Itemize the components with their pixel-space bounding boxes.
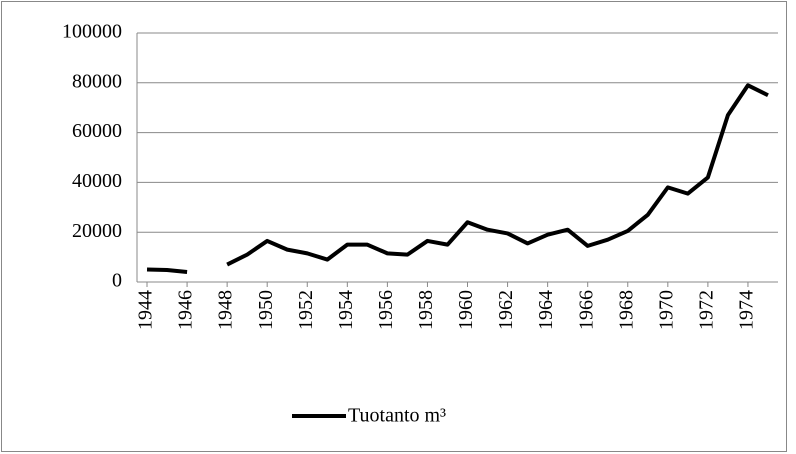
x-tick-label: 1974 (736, 290, 758, 330)
x-tick-label: 1948 (215, 290, 237, 330)
legend-label: Tuotanto m³ (348, 405, 446, 427)
x-tick-label: 1952 (295, 290, 317, 330)
y-tick-label: 0 (112, 270, 122, 292)
x-tick-label: 1954 (335, 290, 357, 330)
x-tick-label: 1962 (495, 290, 517, 330)
x-tick-label: 1966 (575, 290, 597, 330)
y-tick-label: 60000 (72, 120, 122, 142)
x-tick-label: 1972 (695, 290, 717, 330)
x-tick-label: 1956 (375, 290, 397, 330)
x-tick-label: 1964 (535, 290, 557, 330)
x-tick-label: 1944 (135, 290, 157, 330)
y-tick-label: 20000 (72, 220, 122, 242)
x-tick-label: 1950 (255, 290, 277, 330)
y-tick-label: 40000 (72, 170, 122, 192)
y-tick-label: 100000 (62, 21, 122, 43)
x-tick-label: 1946 (175, 290, 197, 330)
y-tick-label: 80000 (72, 70, 122, 92)
x-tick-label: 1970 (655, 290, 677, 330)
x-tick-label: 1968 (615, 290, 637, 330)
x-tick-label: 1958 (415, 290, 437, 330)
data-line (146, 83, 769, 275)
x-tick-label: 1960 (455, 290, 477, 330)
